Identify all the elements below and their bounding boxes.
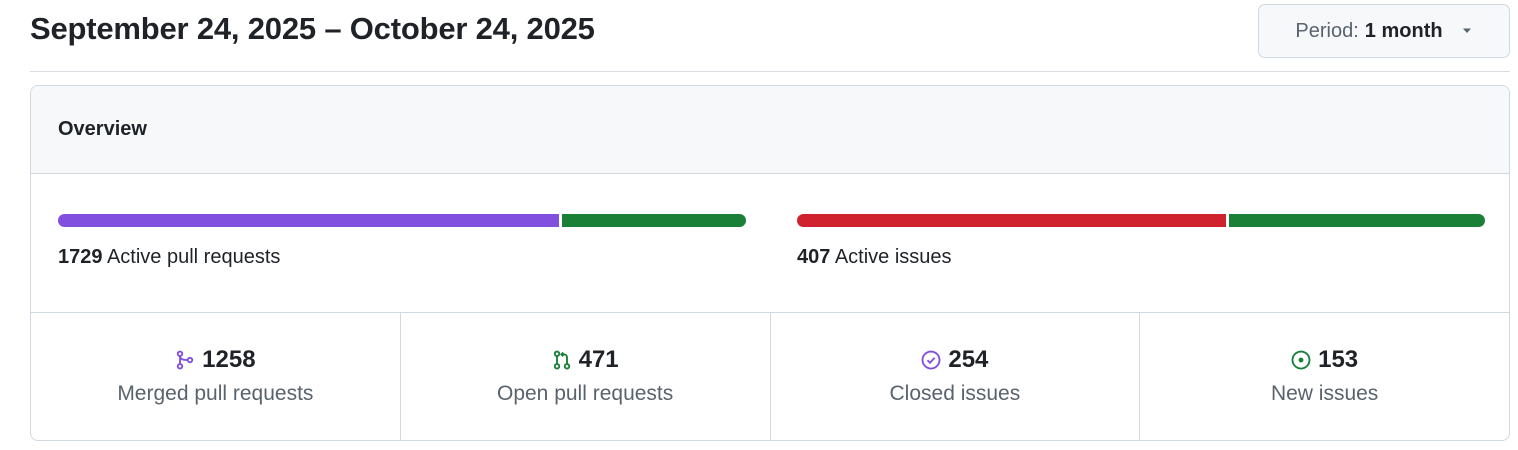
- active-pull-requests-label: 1729 Active pull requests: [58, 246, 746, 269]
- new-issues-label: New issues: [1270, 382, 1379, 405]
- period-prefix: Period:: [1295, 19, 1359, 42]
- merged-pull-requests-count: 1258: [202, 346, 256, 373]
- active-issues-text: Active issues: [834, 246, 952, 268]
- active-pull-requests-count: 1729: [58, 246, 103, 268]
- merged-pull-requests-stat[interactable]: 1258 Merged pull requests: [31, 313, 401, 440]
- closed-issues-stat[interactable]: 254 Closed issues: [771, 313, 1141, 440]
- overview-box: Overview 1729 Active pull requests 407 A…: [30, 85, 1510, 441]
- issues-progress-bar: [797, 214, 1485, 227]
- overview-title: Overview: [58, 118, 147, 140]
- open-pull-requests-count: 471: [578, 346, 619, 373]
- active-issues-label: 407 Active issues: [797, 246, 1485, 269]
- overview-header: Overview: [31, 86, 1509, 174]
- new-issues-count: 153: [1318, 346, 1359, 373]
- issues-summary: 407 Active issues: [797, 214, 1485, 269]
- open-segment[interactable]: [558, 214, 746, 227]
- period-value: 1 month: [1364, 19, 1443, 42]
- period-header: September 24, 2025 – October 24, 2025 Pe…: [30, 0, 1510, 72]
- overview-stats: 1258 Merged pull requests 471 Open pull …: [31, 313, 1509, 440]
- open-pull-requests-label: Open pull requests: [496, 382, 674, 405]
- triangle-down-icon: [1461, 27, 1473, 35]
- open-pull-requests-stat[interactable]: 471 Open pull requests: [401, 313, 771, 440]
- git-pull-request-icon: [552, 350, 572, 370]
- closed-segment[interactable]: [797, 214, 1227, 227]
- git-merge-icon: [175, 350, 195, 370]
- active-issues-count: 407: [797, 246, 831, 268]
- page-title: September 24, 2025 – October 24, 2025: [30, 11, 595, 46]
- overview-bars: 1729 Active pull requests 407 Active iss…: [31, 174, 1509, 313]
- issue-opened-icon: [1291, 350, 1311, 370]
- new-segment[interactable]: [1226, 214, 1485, 227]
- pull-requests-summary: 1729 Active pull requests: [58, 214, 746, 269]
- closed-issues-label: Closed issues: [889, 382, 1021, 405]
- closed-issues-count: 254: [948, 346, 989, 373]
- active-pull-requests-text: Active pull requests: [106, 246, 281, 268]
- merged-pull-requests-label: Merged pull requests: [117, 382, 314, 405]
- new-issues-stat[interactable]: 153 New issues: [1140, 313, 1509, 440]
- merged-segment[interactable]: [58, 214, 559, 227]
- pull-requests-progress-bar: [58, 214, 746, 227]
- period-select-button[interactable]: Period: 1 month: [1258, 4, 1510, 58]
- issue-closed-icon: [921, 350, 941, 370]
